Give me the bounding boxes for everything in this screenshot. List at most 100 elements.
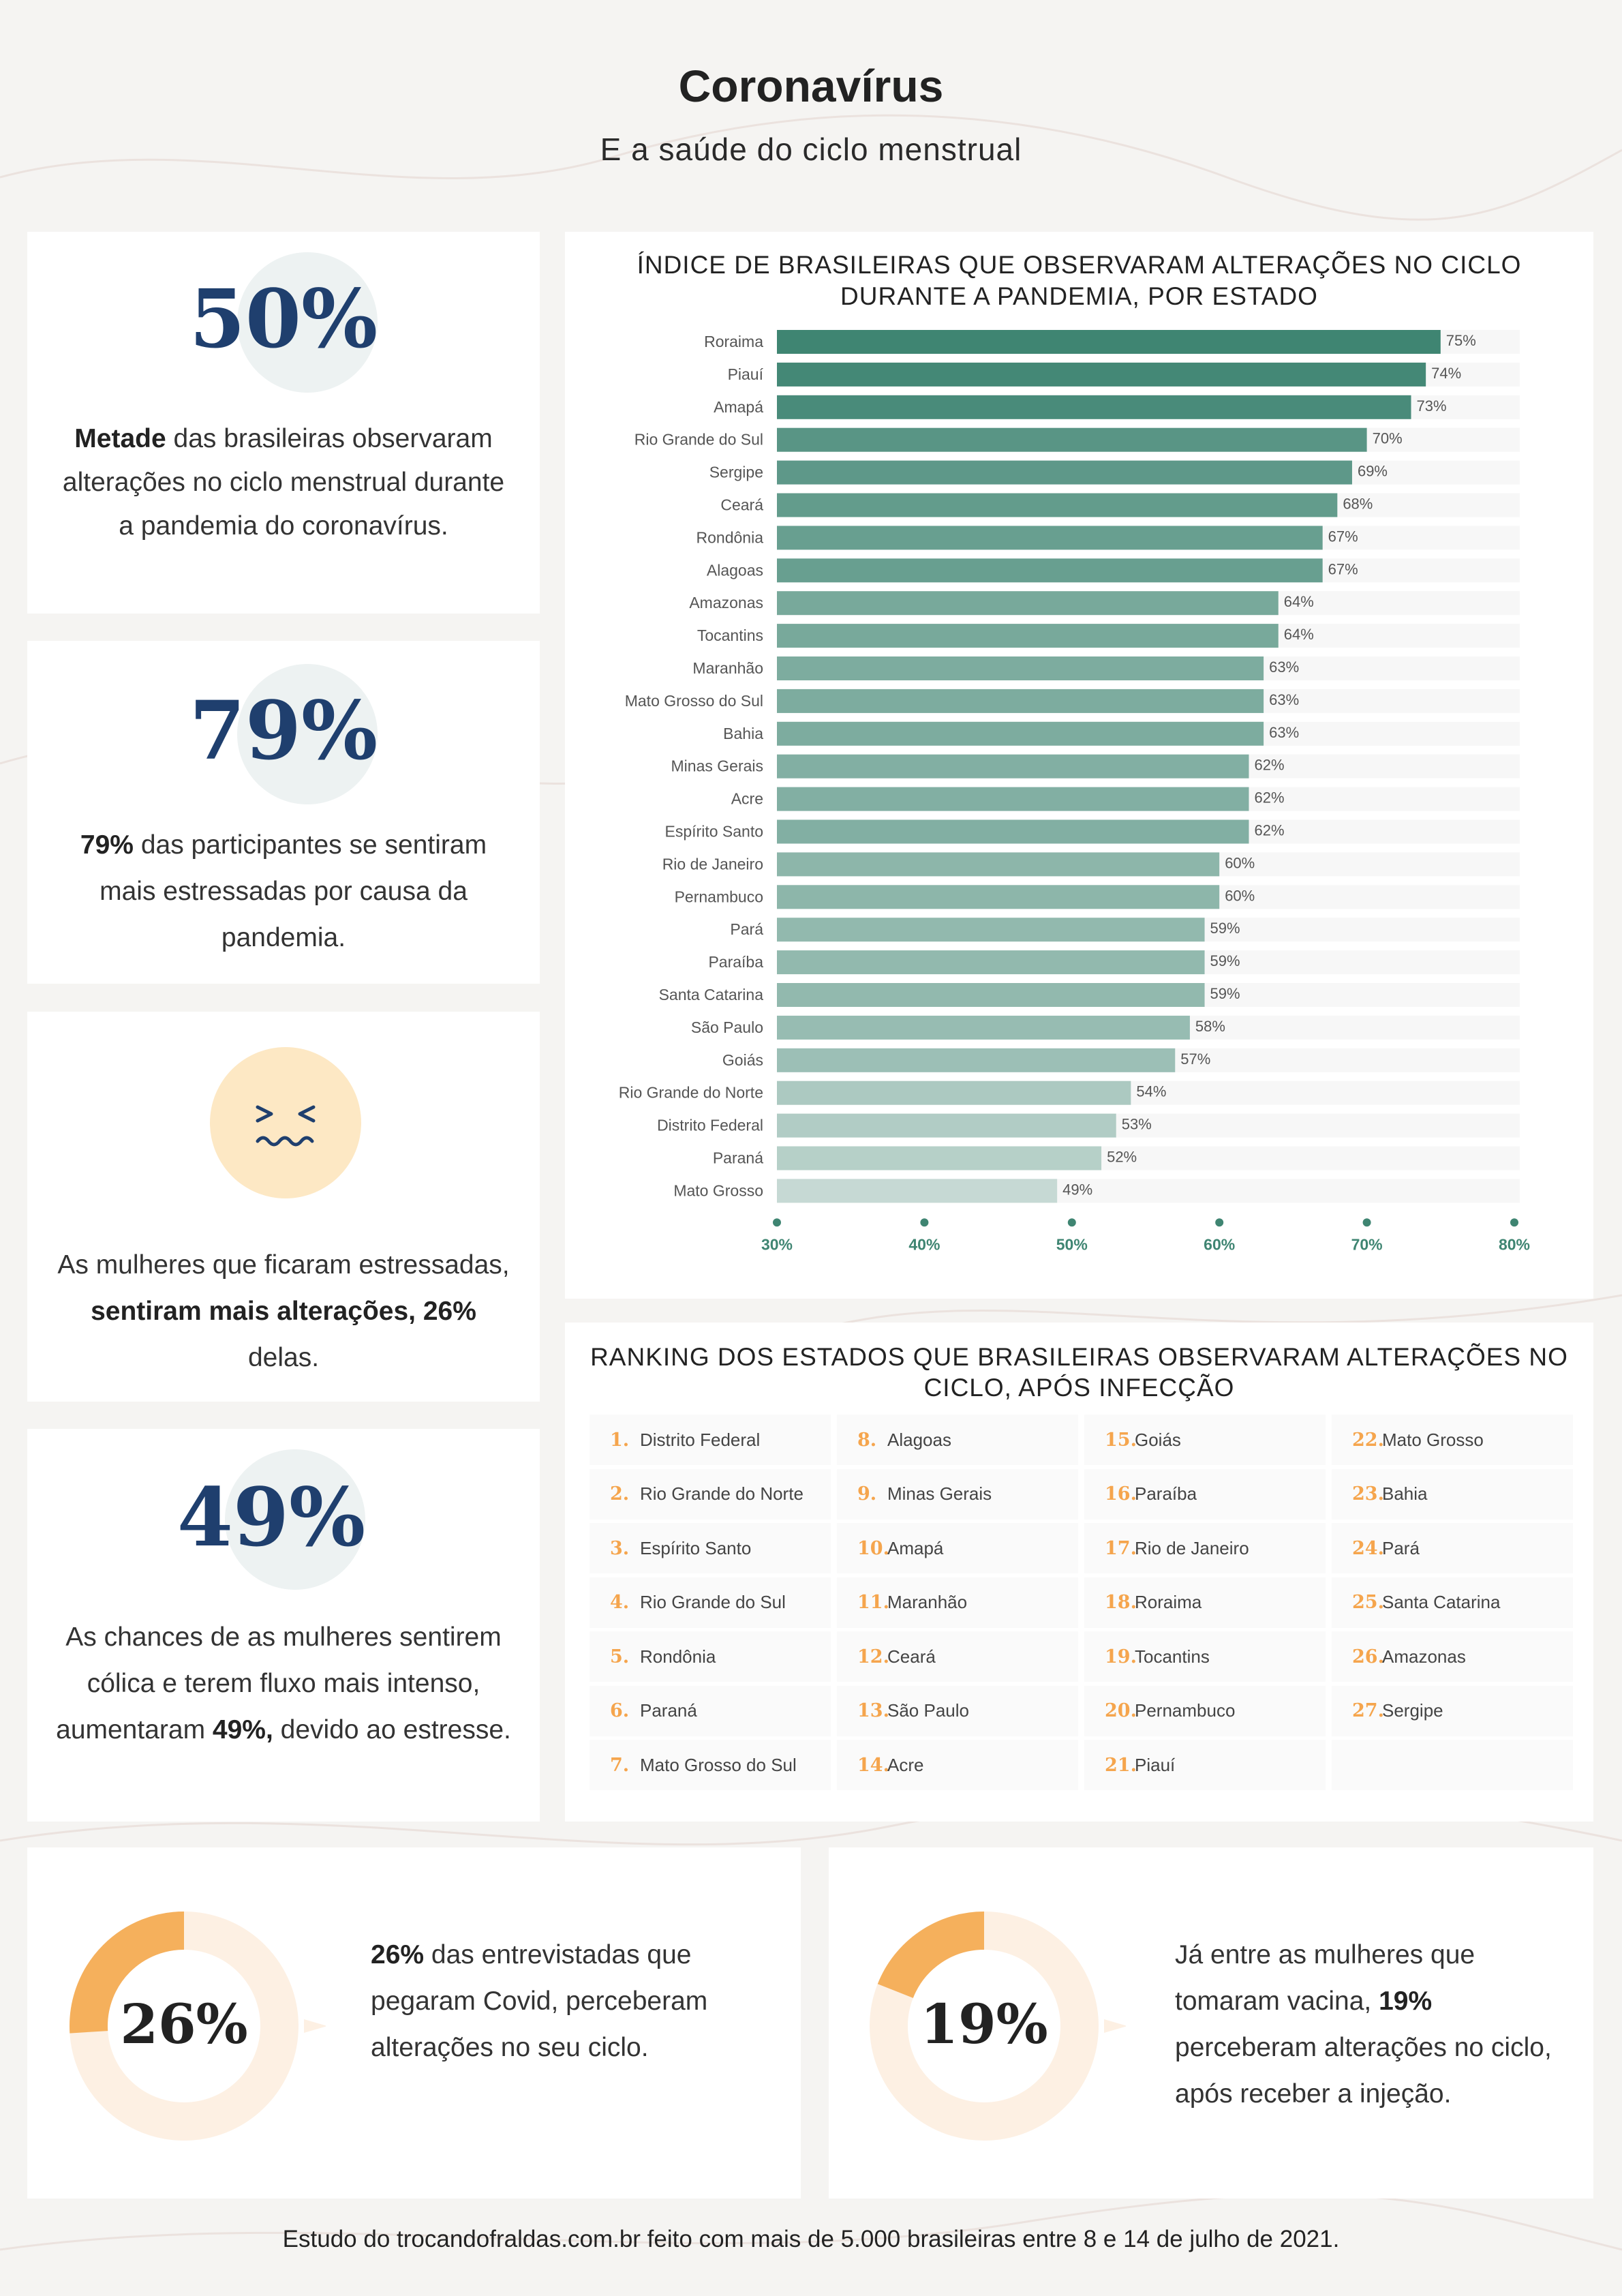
bar-value-label: 63% xyxy=(1269,724,1299,741)
bar-value-label: 64% xyxy=(1284,593,1314,610)
bar-category-label: Alagoas xyxy=(707,561,763,579)
stat-bold: 79% xyxy=(80,830,134,860)
chart-title-line1: ÍNDICE DE BRASILEIRAS QUE OBSERVARAM ALT… xyxy=(637,251,1522,279)
donut-card-covid: 26% 26% das entrevistadas que pegaram Co… xyxy=(27,1847,801,2199)
ranking-state-name: Mato Grosso xyxy=(1382,1429,1484,1450)
ranking-state-name: Goiás xyxy=(1135,1429,1181,1450)
x-tick-dot xyxy=(920,1218,929,1227)
bar-category-label: Amazonas xyxy=(689,594,763,611)
bar-value-label: 62% xyxy=(1254,757,1284,774)
ranking-state-name: Rio de Janeiro xyxy=(1135,1537,1249,1558)
x-tick-label: 70% xyxy=(1351,1235,1383,1253)
ranking-item: 7. Mato Grosso do Sul xyxy=(590,1740,831,1790)
bar xyxy=(777,721,1264,746)
page-title: Coronavírus xyxy=(678,61,944,111)
bar-category-label: Paraná xyxy=(713,1149,763,1167)
x-tick-dot xyxy=(1510,1218,1518,1227)
ranking-number: 2. xyxy=(610,1483,630,1505)
bar-chart-card: ÍNDICE DE BRASILEIRAS QUE OBSERVARAM ALT… xyxy=(565,232,1593,1299)
bar xyxy=(777,1113,1116,1138)
ranking-item: 27. Sergipe xyxy=(1332,1685,1573,1736)
ranking-title-line1: RANKING DOS ESTADOS QUE BRASILEIRAS OBSE… xyxy=(590,1343,1568,1371)
ranking-state-name: Piauí xyxy=(1135,1754,1176,1775)
stat-bold: 49%, xyxy=(212,1715,273,1744)
x-tick-dot xyxy=(1067,1218,1076,1227)
donut-pointer xyxy=(1104,2019,1126,2033)
ranking-state-name: Pará xyxy=(1382,1537,1420,1558)
bar-category-label: Maranhão xyxy=(692,659,763,677)
ranking-state-name: Pernambuco xyxy=(1135,1700,1236,1721)
bar-category-label: Rio Grande do Norte xyxy=(619,1084,763,1102)
footer-source: Estudo do trocandofraldas.com.br feito c… xyxy=(282,2226,1340,2252)
ranking-number: 14. xyxy=(857,1754,889,1776)
ranking-item: 5. Rondônia xyxy=(590,1631,831,1682)
bar xyxy=(777,1081,1131,1105)
bar-value-label: 68% xyxy=(1343,496,1373,513)
bar-category-label: Bahia xyxy=(723,725,763,742)
bar xyxy=(777,819,1249,844)
bar-category-label: Mato Grosso xyxy=(673,1181,763,1199)
bar-category-label: Pará xyxy=(730,920,763,938)
stat-value: 49% xyxy=(177,1470,366,1565)
donut-description: Já entre as mulheres que tomaram vacina,… xyxy=(1175,1932,1570,2117)
bar xyxy=(777,362,1426,387)
donut-card-vaccine: 19% Já entre as mulheres que tomaram vac… xyxy=(829,1847,1593,2199)
ranking-number: 15. xyxy=(1105,1429,1137,1451)
stat-value: 50% xyxy=(189,271,378,366)
ranking-state-name: Espírito Santo xyxy=(640,1537,752,1558)
bar-value-label: 63% xyxy=(1269,659,1299,676)
ranking-item: 17. Rio de Janeiro xyxy=(1084,1523,1326,1573)
stat-description: As chances de as mulheres sentirem cólic… xyxy=(48,1614,519,1753)
bar-value-label: 74% xyxy=(1431,365,1461,382)
x-tick-dot xyxy=(773,1218,781,1227)
stressed-face-icon xyxy=(210,1047,361,1198)
stat-card-stress: As mulheres que ficaram estressadas, sen… xyxy=(27,1012,540,1402)
bar-value-label: 75% xyxy=(1446,332,1476,349)
bar-value-label: 53% xyxy=(1122,1116,1152,1133)
bar-category-label: Mato Grosso do Sul xyxy=(625,692,763,710)
bar xyxy=(777,591,1279,616)
ranking-grid: 1. Distrito Federal 2. Rio Grande do Norte 3… xyxy=(590,1415,1573,1790)
ranking-state-name: Alagoas xyxy=(887,1429,951,1450)
ranking-item: 2. Rio Grande do Norte xyxy=(590,1468,831,1520)
bar-category-label: Minas Gerais xyxy=(671,757,763,775)
bar xyxy=(777,1146,1102,1170)
bar-value-label: 59% xyxy=(1210,920,1240,937)
donut-chart-covid xyxy=(70,1912,326,2141)
stat-text-b: delas. xyxy=(247,1343,320,1372)
stat-description: Metade das brasileiras observaram altera… xyxy=(55,417,512,548)
stat-text-a: As mulheres que ficaram estressadas, xyxy=(57,1250,510,1280)
bar-category-label: Pernambuco xyxy=(675,888,763,905)
ranking-state-name: Roraima xyxy=(1135,1592,1202,1612)
ranking-title-line2: CICLO, APÓS INFECÇÃO xyxy=(923,1374,1235,1402)
ranking-state-name: Minas Gerais xyxy=(887,1483,992,1504)
bar-category-label: Ceará xyxy=(720,496,763,514)
bar xyxy=(777,754,1249,779)
donut-text-a: Já entre as mulheres que tomaram vacina, xyxy=(1175,1940,1475,2016)
stat-bold: sentiram mais alterações, 26% xyxy=(91,1297,476,1326)
ranking-item: 13. São Paulo xyxy=(837,1685,1078,1736)
ranking-item: 14. Acre xyxy=(837,1740,1078,1790)
bar-value-label: 62% xyxy=(1254,822,1284,839)
bar xyxy=(777,427,1367,452)
x-tick-label: 30% xyxy=(761,1235,793,1253)
bar-category-label: Roraima xyxy=(704,333,763,350)
ranking-number: 23. xyxy=(1352,1483,1384,1505)
bar-value-label: 64% xyxy=(1284,626,1314,643)
bar-value-label: 49% xyxy=(1062,1181,1092,1198)
ranking-number: 7. xyxy=(610,1754,630,1776)
bar-value-label: 60% xyxy=(1225,854,1255,871)
donut-description: 26% das entrevistadas que pegaram Covid,… xyxy=(371,1932,725,2071)
bar-value-label: 70% xyxy=(1373,430,1403,447)
ranking-state-name: Amazonas xyxy=(1382,1646,1466,1667)
ranking-card: RANKING DOS ESTADOS QUE BRASILEIRAS OBSE… xyxy=(565,1323,1593,1822)
ranking-number: 9. xyxy=(857,1483,877,1505)
bar-value-label: 69% xyxy=(1358,463,1388,480)
ranking-number: 11. xyxy=(857,1592,889,1613)
ranking-number: 24. xyxy=(1352,1537,1384,1559)
bar xyxy=(777,493,1338,517)
ranking-number: 3. xyxy=(610,1537,630,1559)
bar-category-label: Distrito Federal xyxy=(657,1117,763,1134)
donut-text: das entrevistadas que pegaram Covid, per… xyxy=(371,1940,708,2062)
ranking-item: 25. Santa Catarina xyxy=(1332,1577,1573,1628)
